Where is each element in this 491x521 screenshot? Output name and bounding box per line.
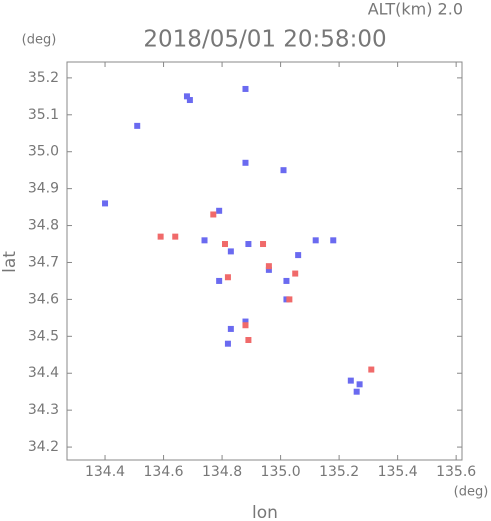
echo-point (102, 200, 109, 207)
y-tick-label: 34.6 (28, 291, 59, 307)
echo-point (201, 237, 208, 244)
echo-point (312, 237, 319, 244)
echo-point (242, 159, 249, 166)
x-tick-label: 134.6 (144, 464, 184, 480)
echo-point (286, 296, 293, 303)
echo-point (222, 241, 228, 248)
echo-point (227, 248, 234, 255)
y-tick-label: 34.9 (28, 181, 59, 197)
echo-point (347, 377, 354, 384)
echo-point (245, 241, 252, 248)
echo-point (134, 122, 141, 129)
x-tick-label: 135.2 (319, 464, 359, 480)
x-axis-label: lon (252, 503, 278, 521)
y-tick-label: 35.1 (28, 107, 59, 123)
y-tick-label: 34.3 (28, 402, 59, 418)
y-tick-label: 34.8 (28, 218, 59, 234)
echo-point (183, 93, 190, 100)
echo-point (224, 340, 231, 347)
echo-point (368, 366, 375, 373)
header: ALT(km) 2.0 (368, 0, 463, 19)
y-tick-label: 34.4 (28, 365, 59, 381)
echo-point (265, 266, 272, 273)
echo-point (210, 211, 217, 218)
x-tick-label: 135.6 (436, 464, 476, 480)
echo-point (157, 233, 164, 240)
y-tick-label: 34.7 (28, 254, 59, 270)
x-tick-label: 135.4 (378, 464, 418, 480)
echo-point (330, 237, 337, 244)
echo-point (186, 97, 193, 104)
echo-point (356, 381, 363, 388)
plot-frame (66, 61, 463, 461)
echo-point (353, 388, 360, 395)
echo-point (265, 263, 272, 270)
y-tick-label: 34.2 (28, 439, 59, 455)
echo-point (260, 241, 267, 248)
echo-point (242, 85, 249, 92)
echo-point (295, 252, 302, 259)
y-tick-label: 34.5 (28, 328, 59, 344)
echo-point (216, 207, 223, 214)
echo-point (224, 274, 231, 281)
echo-point (242, 318, 249, 325)
echo-point (283, 277, 290, 284)
echo-point (292, 270, 299, 277)
echo-point (280, 167, 287, 174)
echo-point (216, 277, 223, 284)
echo-point (227, 325, 234, 332)
echo-point (242, 322, 249, 329)
echo-point (172, 233, 179, 240)
x-tick-label: 135.0 (261, 464, 301, 480)
y-tick-label: 35.2 (28, 70, 59, 86)
x-tick-label: 134.4 (85, 464, 125, 480)
y-tick-label: 35.0 (28, 144, 59, 160)
echo-point (245, 337, 252, 344)
y-axis-label: lat (0, 251, 20, 273)
chart-title: 2018/05/01 20:58:00 (143, 27, 386, 53)
x-unit: (deg) (454, 485, 489, 500)
x-tick-label: 134.8 (202, 464, 242, 480)
y-unit: (deg) (22, 33, 57, 48)
